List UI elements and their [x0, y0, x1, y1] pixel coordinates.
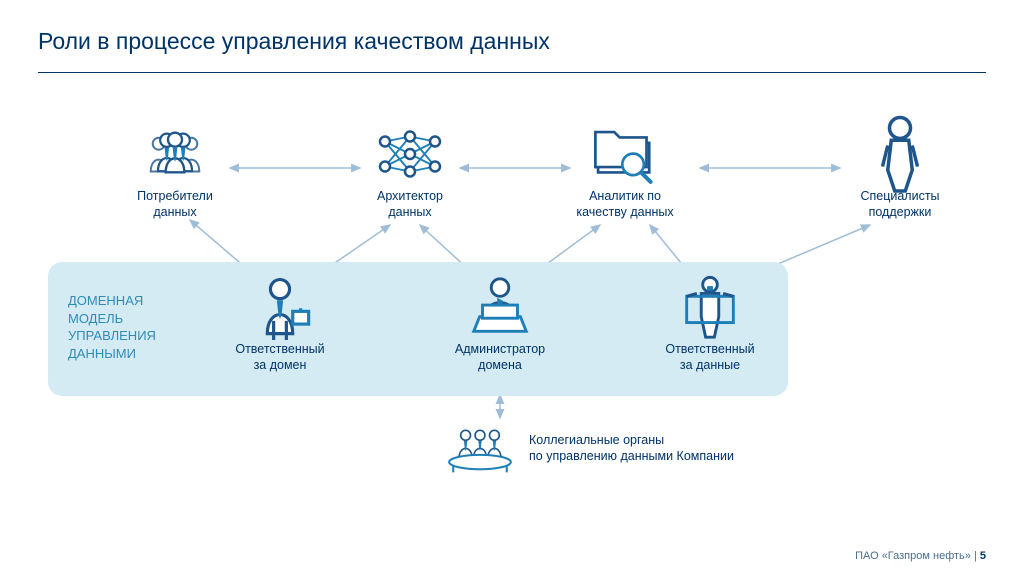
role-label: Специалисты поддержки — [830, 189, 970, 220]
people-group-icon — [140, 125, 210, 183]
footer: ПАО «Газпром нефть» | 5 — [855, 550, 986, 562]
role-label: Администратор домена — [430, 342, 570, 373]
role-label: Ответственный за данные — [640, 342, 780, 373]
page-title: Роли в процессе управления качеством дан… — [38, 28, 550, 55]
footer-page: 5 — [980, 550, 986, 562]
role-consumers: Потребители данных — [105, 125, 245, 220]
role-architect: Архитектор данных — [340, 125, 480, 220]
title-divider — [38, 72, 986, 73]
role-label: Потребители данных — [105, 189, 245, 220]
laptop-user-icon — [465, 278, 535, 336]
presenter-icon — [675, 278, 745, 336]
footer-org: ПАО «Газпром нефть» — [855, 550, 971, 562]
footer-sep: | — [971, 550, 980, 562]
role-data_owner: Ответственный за данные — [640, 278, 780, 373]
role-board: Коллегиальные органы по управлению данны… — [445, 420, 745, 478]
person-icon — [865, 125, 935, 183]
role-label: Архитектор данных — [340, 189, 480, 220]
role-support: Специалисты поддержки — [830, 125, 970, 220]
domain-model-label: ДОМЕННАЯ МОДЕЛЬ УПРАВЛЕНИЯ ДАННЫМИ — [68, 292, 156, 362]
role-label: Коллегиальные органы по управлению данны… — [529, 433, 734, 464]
network-icon — [375, 125, 445, 183]
role-label: Ответственный за домен — [210, 342, 350, 373]
role-dom_admin: Администратор домена — [430, 278, 570, 373]
role-label: Аналитик по качеству данных — [555, 189, 695, 220]
role-dom_owner: Ответственный за домен — [210, 278, 350, 373]
board-table-icon — [445, 420, 515, 478]
role-analyst: Аналитик по качеству данных — [555, 125, 695, 220]
folder-search-icon — [590, 125, 660, 183]
businessman-icon — [245, 278, 315, 336]
